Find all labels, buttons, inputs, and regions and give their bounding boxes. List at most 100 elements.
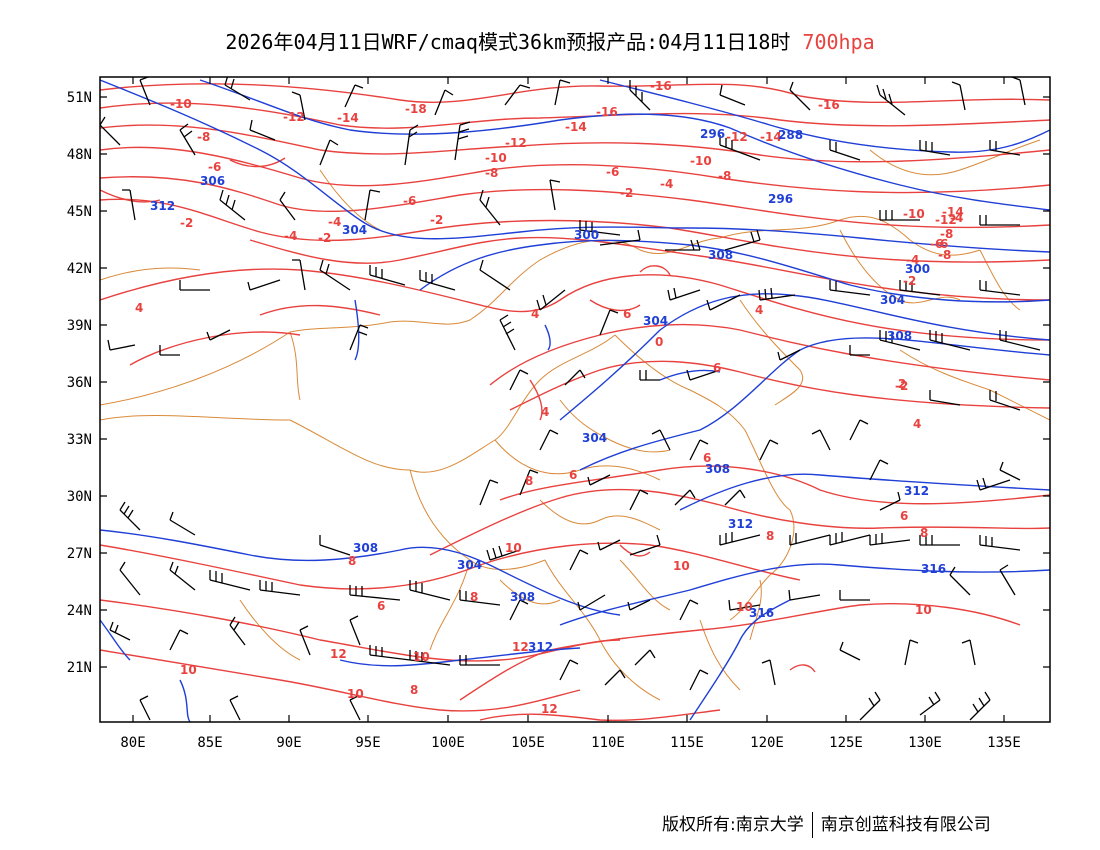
footer-divider (811, 812, 813, 838)
height-label: 288 (778, 128, 803, 142)
temp-label: 12 (330, 647, 347, 661)
height-label: 308 (708, 248, 733, 262)
temp-label: 4 (913, 417, 921, 431)
temp-label: -16 (818, 98, 840, 112)
temp-label: 10 (413, 650, 430, 664)
temp-label: -14 (942, 205, 964, 219)
temp-label: 8 (525, 474, 533, 488)
temp-label: 10 (673, 559, 690, 573)
temp-label: 10 (915, 603, 932, 617)
x-tick: 115E (670, 735, 704, 751)
temp-label: -8 (485, 166, 498, 180)
height-label: 300 (574, 228, 599, 242)
temp-label: 8 (470, 590, 478, 604)
temp-label: -8 (940, 227, 953, 241)
height-label: 300 (905, 262, 930, 276)
temp-label: 6 (900, 509, 908, 523)
temp-label: -2 (430, 213, 443, 227)
temp-label: -10 (903, 207, 925, 221)
temp-label: -12 (935, 213, 957, 227)
temp-label: 4 (755, 303, 763, 317)
y-tick: 39N (67, 318, 92, 334)
height-label: 304 (643, 314, 668, 328)
country-boundaries (100, 139, 1050, 701)
y-tick: 24N (67, 603, 92, 619)
y-axis-labels: 51N 48N 45N 42N 39N 36N 33N 30N 27N 24N … (67, 90, 92, 676)
temp-label: -2 (903, 274, 916, 288)
temp-label: -8 (938, 248, 951, 262)
temp-label: -14 (337, 111, 359, 125)
height-label: 316 (921, 562, 946, 576)
map-title: 2026年04月11日WRF/cmaq模式36km预报产品:04月11日18时 7… (0, 26, 1100, 55)
temp-label: 10 (736, 600, 753, 614)
temp-label: 4 (531, 307, 539, 321)
y-tick: 48N (67, 147, 92, 163)
temp-label: 6 (703, 451, 711, 465)
y-tick: 45N (67, 204, 92, 220)
height-label: 296 (768, 192, 793, 206)
temp-label: -6 (606, 165, 619, 179)
x-tick: 90E (276, 735, 301, 751)
height-label: 304 (582, 431, 607, 445)
height-label: 308 (705, 462, 730, 476)
height-label: 304 (457, 558, 482, 572)
temp-label: 12 (512, 640, 529, 654)
temp-label: 6 (377, 599, 385, 613)
temp-label: 6 (713, 361, 721, 375)
x-tick: 135E (987, 735, 1021, 751)
wind-barbs (100, 77, 1041, 721)
company-name: 南京创蓝科技有限公司 (820, 815, 991, 835)
x-tick: 80E (120, 735, 145, 751)
height-label: 308 (353, 541, 378, 555)
temp-label: -16 (650, 79, 672, 93)
temp-label: -8 (718, 169, 731, 183)
x-tick: 120E (750, 735, 784, 751)
temp-label: -12 (505, 136, 527, 150)
temp-label: -8 (197, 130, 210, 144)
x-axis-labels: 80E 85E 90E 95E 100E 105E 110E 115E 120E… (120, 735, 1021, 751)
temp-label: -6 (935, 237, 948, 251)
height-label: 296 (700, 127, 725, 141)
y-tick: 33N (67, 432, 92, 448)
temp-label: -6 (208, 160, 221, 174)
temp-label: -10 (485, 151, 507, 165)
temp-label: 10 (505, 541, 522, 555)
height-contours (100, 79, 1050, 722)
temp-label: 6 (623, 307, 631, 321)
temp-label: 8 (920, 526, 928, 540)
y-tick: 51N (67, 90, 92, 106)
height-label: 306 (200, 174, 225, 188)
height-label: 316 (749, 606, 774, 620)
temp-label: -10 (690, 154, 712, 168)
temp-label: -10 (170, 97, 192, 111)
temp-label: -4 (284, 229, 297, 243)
height-labels: 306 312 304 296 288 296 300 308 300 304 … (150, 127, 946, 654)
temp-label: -6 (403, 194, 416, 208)
temp-label: -4 (660, 177, 673, 191)
height-label: 308 (887, 329, 912, 343)
temp-label: 0 (655, 335, 663, 349)
height-label: 312 (528, 640, 553, 654)
temp-label: -14 (565, 120, 587, 134)
temp-label: 4 (541, 405, 549, 419)
height-label: 304 (342, 223, 367, 237)
temp-label: -4 (906, 253, 919, 267)
temp-label: -16 (596, 105, 618, 119)
temp-label: 12 (541, 702, 558, 716)
temperature-labels: -10 -12 -14 -16 -18 -16 -16 -14 -8 -10 -… (135, 79, 964, 716)
y-tick: 27N (67, 546, 92, 562)
x-tick: 105E (511, 735, 545, 751)
y-tick: 21N (67, 660, 92, 676)
footer-credits: 版权所有:南京大学 南京创蓝科技有限公司 (662, 810, 991, 838)
temp-label: -14 (760, 130, 782, 144)
temp-label: -12 (283, 110, 305, 124)
temp-label: -2 (180, 216, 193, 230)
temp-label: 10 (347, 687, 364, 701)
temp-label: -2 (318, 231, 331, 245)
x-tick: 130E (908, 735, 942, 751)
temp-label: 8 (348, 554, 356, 568)
temp-label: -2 (895, 379, 908, 393)
temp-label: -2 (620, 186, 633, 200)
temp-label: 6 (569, 468, 577, 482)
